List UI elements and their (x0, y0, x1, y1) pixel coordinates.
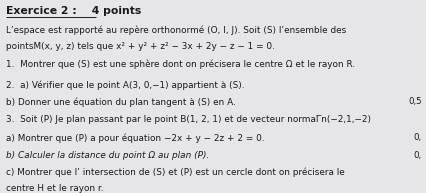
Text: pointsM(x, y, z) tels que x² + y² + z² − 3x + 2y − z − 1 = 0.: pointsM(x, y, z) tels que x² + y² + z² −… (6, 42, 274, 52)
Text: a) Montrer que (P) a pour équation −2x + y − 2z + 2 = 0.: a) Montrer que (P) a pour équation −2x +… (6, 133, 264, 143)
Text: 0,: 0, (414, 151, 422, 160)
Text: 0,: 0, (414, 133, 422, 142)
Text: 2.  a) Vérifier que le point A(3, 0,−1) appartient à (S).: 2. a) Vérifier que le point A(3, 0,−1) a… (6, 80, 244, 90)
Text: c) Montrer que l’ intersection de (S) et (P) est un cercle dont on précisera le: c) Montrer que l’ intersection de (S) et… (6, 168, 344, 177)
Text: b) Calculer la distance du point Ω au plan (P).: b) Calculer la distance du point Ω au pl… (6, 151, 209, 160)
Text: centre H et le rayon r.: centre H et le rayon r. (6, 184, 103, 193)
Text: b) Donner une équation du plan tangent à (S) en A.: b) Donner une équation du plan tangent à… (6, 97, 236, 107)
Text: Exercice 2 :    4 points: Exercice 2 : 4 points (6, 6, 141, 16)
Text: 1.  Montrer que (S) est une sphère dont on précisera le centre Ω et le rayon R.: 1. Montrer que (S) est une sphère dont o… (6, 60, 354, 69)
Text: L’espace est rapporté au repère orthonormé (O, I, J). Soit (S) l’ensemble des: L’espace est rapporté au repère orthonor… (6, 25, 346, 35)
Text: 0,5: 0,5 (408, 97, 422, 107)
Text: 3.  Soit (P) Je plan passant par le point B(1, 2, 1) et de vecteur normal ̅n(−2,: 3. Soit (P) Je plan passant par le point… (6, 115, 371, 124)
